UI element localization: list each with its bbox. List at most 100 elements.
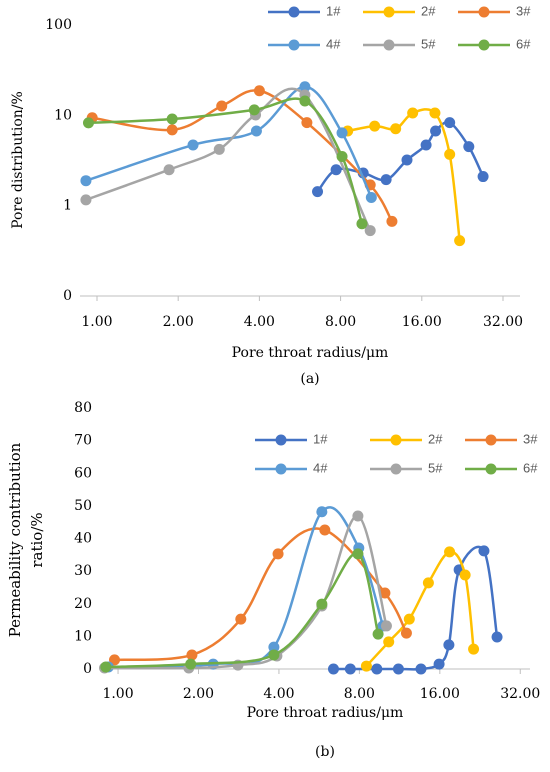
legend-marker: [478, 39, 490, 51]
marker: [444, 546, 456, 558]
x-axis-title: Pore throat radius/μm: [232, 345, 389, 361]
legend-label: 3#: [516, 3, 531, 18]
legend-label: 6#: [523, 460, 538, 475]
marker: [185, 658, 197, 670]
y-tick-label: 40: [74, 531, 92, 547]
legend-marker: [485, 463, 497, 475]
marker: [344, 663, 356, 675]
series-line: [85, 87, 372, 232]
marker: [400, 627, 412, 639]
legend-label: 3#: [523, 431, 538, 446]
marker: [468, 643, 480, 655]
marker: [336, 151, 348, 163]
marker: [372, 628, 384, 640]
marker: [422, 577, 434, 589]
x-tick-label: 16.00: [420, 686, 460, 702]
marker: [80, 194, 92, 206]
marker: [454, 235, 466, 247]
marker: [299, 95, 311, 107]
legend-label: 6#: [516, 36, 531, 51]
legend-label: 5#: [421, 36, 436, 51]
caption: (b): [315, 744, 335, 760]
x-tick-label: 32.00: [500, 686, 540, 702]
marker: [100, 661, 112, 673]
x-tick-label: 8.00: [344, 686, 375, 702]
marker: [360, 660, 372, 672]
marker: [312, 186, 324, 198]
marker: [430, 125, 442, 137]
marker: [352, 548, 364, 560]
marker: [371, 663, 383, 675]
marker: [392, 663, 404, 675]
marker: [369, 120, 381, 132]
series-line: [105, 552, 380, 669]
x-tick-label: 2.00: [163, 314, 194, 330]
marker: [478, 545, 490, 557]
x-tick-label: 8.00: [325, 314, 356, 330]
legend-label: 1#: [326, 3, 341, 18]
marker: [330, 164, 342, 176]
legend-marker: [383, 39, 395, 51]
marker: [213, 143, 225, 155]
marker: [301, 117, 313, 129]
legend-marker: [390, 434, 402, 446]
marker: [407, 107, 419, 119]
marker: [248, 104, 260, 116]
marker: [336, 127, 348, 139]
x-tick-label: 1.00: [81, 314, 112, 330]
marker: [109, 654, 121, 666]
marker: [166, 124, 178, 136]
marker: [433, 658, 445, 670]
legend-label: 1#: [313, 431, 328, 446]
x-tick-label: 4.00: [244, 314, 275, 330]
y-tick-label: 80: [74, 400, 92, 416]
x-tick-label: 32.00: [483, 314, 523, 330]
marker: [186, 649, 198, 661]
marker: [444, 117, 456, 129]
marker: [268, 641, 280, 653]
marker: [390, 123, 402, 135]
legend-marker: [275, 463, 287, 475]
legend-marker: [485, 434, 497, 446]
marker: [352, 510, 364, 522]
y-axis-title: Permeability contribution ratio/%: [6, 442, 46, 638]
marker: [415, 663, 427, 675]
marker: [187, 139, 199, 151]
marker: [365, 192, 377, 204]
legend-marker: [383, 6, 395, 18]
marker: [383, 636, 395, 648]
marker: [250, 125, 262, 137]
marker: [316, 598, 328, 610]
marker: [420, 139, 432, 151]
marker: [380, 620, 392, 632]
legend-label: 4#: [326, 36, 341, 51]
marker: [299, 81, 311, 93]
marker: [272, 548, 284, 560]
caption: (a): [300, 371, 319, 387]
y-tick-label: 10: [74, 628, 92, 644]
x-tick-label: 1.00: [102, 686, 133, 702]
legend-label: 5#: [428, 460, 443, 475]
series-line: [316, 120, 485, 193]
marker: [82, 117, 94, 129]
marker: [316, 506, 328, 518]
y-tick-label: 0: [63, 288, 72, 304]
series-line: [108, 506, 385, 669]
y-tick-label: 60: [74, 465, 92, 481]
series-line: [104, 514, 388, 670]
marker: [491, 631, 503, 643]
marker: [380, 174, 392, 186]
marker: [379, 587, 391, 599]
y-tick-label: 30: [74, 563, 92, 579]
x-axis-title: Pore throat radius/μm: [247, 705, 404, 721]
marker: [463, 141, 475, 153]
marker: [235, 613, 247, 625]
y-axis-title: Pore distribution/%: [10, 91, 26, 229]
y-tick-label: 0: [83, 661, 92, 677]
marker: [268, 649, 280, 661]
x-tick-label: 2.00: [183, 686, 214, 702]
y-tick-label: 20: [74, 596, 92, 612]
x-tick-label: 4.00: [263, 686, 294, 702]
